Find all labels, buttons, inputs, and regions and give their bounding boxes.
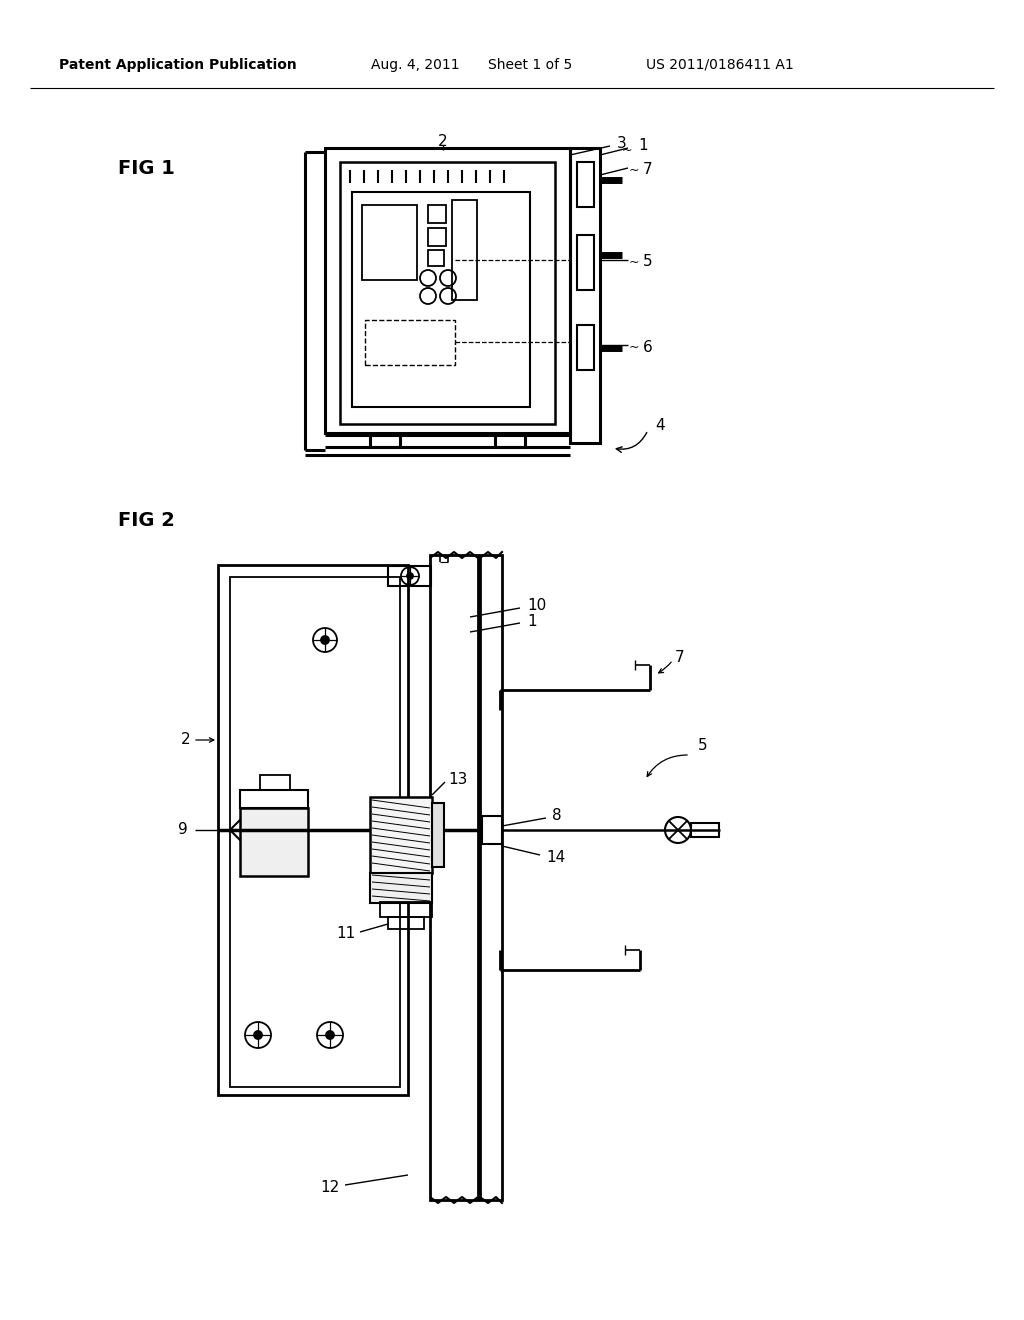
Bar — [325, 148, 570, 433]
Text: Aug. 4, 2011: Aug. 4, 2011 — [371, 58, 460, 73]
Bar — [428, 228, 446, 246]
Bar — [370, 436, 400, 447]
Text: 10: 10 — [527, 598, 546, 614]
Text: 5: 5 — [643, 255, 652, 269]
Text: 9: 9 — [178, 822, 188, 837]
Bar — [218, 565, 408, 1096]
Text: 8: 8 — [552, 808, 561, 824]
Text: 2: 2 — [438, 133, 447, 149]
Bar — [577, 162, 594, 207]
Circle shape — [321, 636, 329, 644]
Text: 11: 11 — [337, 927, 356, 941]
Bar — [577, 325, 594, 370]
Text: 2: 2 — [180, 733, 190, 747]
Text: FIG 1: FIG 1 — [118, 158, 175, 177]
Bar — [388, 917, 424, 929]
Bar — [452, 201, 477, 300]
Text: FIG 2: FIG 2 — [118, 511, 175, 529]
FancyArrowPatch shape — [616, 433, 647, 453]
Bar — [240, 789, 308, 808]
Bar — [432, 803, 444, 867]
Text: 5: 5 — [698, 738, 708, 752]
Bar — [365, 319, 455, 366]
Bar — [428, 205, 446, 223]
Bar — [482, 816, 502, 843]
Text: 4: 4 — [655, 417, 665, 433]
Text: 1: 1 — [638, 137, 647, 153]
Bar — [380, 902, 432, 917]
Text: 3: 3 — [617, 136, 627, 152]
Bar — [495, 436, 525, 447]
FancyArrowPatch shape — [658, 663, 671, 673]
Bar — [691, 822, 719, 837]
Bar — [370, 797, 432, 873]
Bar — [230, 577, 400, 1086]
Bar — [362, 205, 417, 280]
Text: Sheet 1 of 5: Sheet 1 of 5 — [487, 58, 572, 73]
Text: ~: ~ — [622, 144, 632, 157]
Bar — [388, 566, 431, 586]
Text: 1: 1 — [527, 614, 537, 628]
Text: 14: 14 — [546, 850, 565, 865]
Text: US 2011/0186411 A1: US 2011/0186411 A1 — [646, 58, 794, 73]
Bar — [370, 873, 432, 903]
FancyArrowPatch shape — [196, 738, 214, 742]
Bar — [260, 775, 290, 789]
Circle shape — [407, 573, 413, 579]
Text: ~: ~ — [629, 341, 640, 354]
Bar — [570, 148, 600, 444]
Text: 7: 7 — [675, 651, 685, 665]
Text: ~: ~ — [629, 256, 640, 268]
Text: Patent Application Publication: Patent Application Publication — [59, 58, 297, 73]
Text: 12: 12 — [321, 1180, 340, 1195]
Circle shape — [326, 1031, 334, 1039]
Text: 6: 6 — [643, 339, 652, 355]
Text: 7: 7 — [643, 162, 652, 177]
Bar — [352, 191, 530, 407]
FancyArrowPatch shape — [647, 755, 687, 776]
Bar — [340, 162, 555, 424]
Bar — [430, 554, 478, 1200]
Text: 13: 13 — [449, 771, 467, 787]
Bar — [480, 554, 502, 1200]
Bar — [428, 249, 444, 267]
Bar — [577, 235, 594, 290]
Circle shape — [254, 1031, 262, 1039]
Text: ~: ~ — [629, 164, 640, 177]
Bar — [240, 808, 308, 876]
